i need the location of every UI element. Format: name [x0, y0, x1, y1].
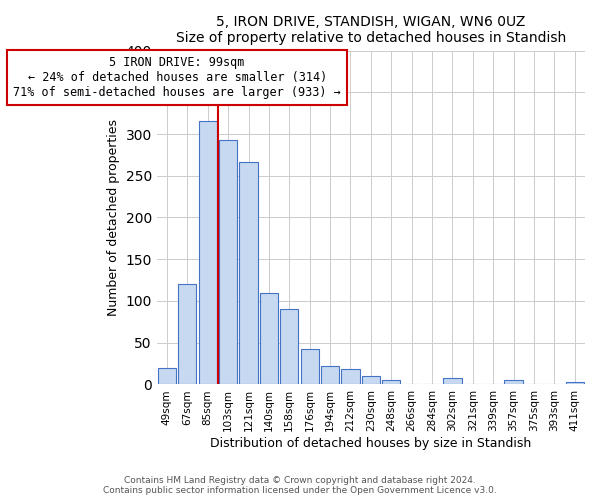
Title: 5, IRON DRIVE, STANDISH, WIGAN, WN6 0UZ
Size of property relative to detached ho: 5, IRON DRIVE, STANDISH, WIGAN, WN6 0UZ … — [176, 15, 566, 45]
Bar — [362, 376, 380, 384]
Bar — [199, 122, 217, 384]
Bar — [341, 370, 359, 384]
Text: Contains HM Land Registry data © Crown copyright and database right 2024.
Contai: Contains HM Land Registry data © Crown c… — [103, 476, 497, 495]
Text: 5 IRON DRIVE: 99sqm
← 24% of detached houses are smaller (314)
71% of semi-detac: 5 IRON DRIVE: 99sqm ← 24% of detached ho… — [13, 56, 341, 100]
Bar — [280, 310, 298, 384]
Bar — [443, 378, 461, 384]
Bar — [219, 140, 237, 384]
Bar — [178, 284, 196, 384]
Bar — [321, 366, 339, 384]
Bar — [382, 380, 400, 384]
Bar — [158, 368, 176, 384]
X-axis label: Distribution of detached houses by size in Standish: Distribution of detached houses by size … — [210, 437, 532, 450]
Y-axis label: Number of detached properties: Number of detached properties — [107, 119, 120, 316]
Bar — [239, 162, 257, 384]
Bar — [301, 348, 319, 384]
Bar — [260, 292, 278, 384]
Bar — [566, 382, 584, 384]
Bar — [505, 380, 523, 384]
